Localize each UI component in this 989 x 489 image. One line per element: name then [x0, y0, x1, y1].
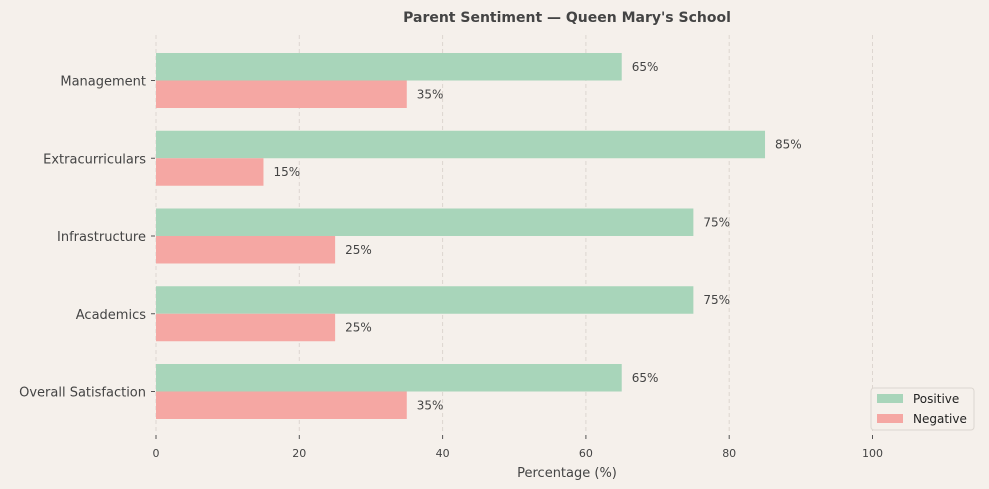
- x-tick-label: 0: [153, 447, 160, 460]
- x-tick-label: 60: [579, 447, 593, 460]
- x-axis-label: Percentage (%): [517, 466, 617, 481]
- y-tick-label: Academics: [76, 308, 146, 323]
- bar-positive: [156, 130, 766, 159]
- chart-title: Parent Sentiment — Queen Mary's School: [403, 10, 731, 26]
- y-tick-label: Management: [60, 75, 146, 90]
- data-label: 75%: [703, 215, 730, 229]
- bar-negative: [156, 236, 336, 264]
- x-tick-label: 80: [722, 447, 736, 460]
- data-label: 65%: [632, 371, 659, 385]
- data-label: 15%: [273, 165, 300, 179]
- bar-positive: [156, 53, 622, 81]
- data-label: 75%: [703, 293, 730, 307]
- x-axis: 0 20 40 60 80 100: [153, 435, 883, 460]
- y-tick-label: Overall Satisfaction: [19, 386, 146, 401]
- data-label: 25%: [345, 243, 372, 257]
- bar-negative: [156, 80, 407, 108]
- y-tick-label: Infrastructure: [57, 230, 146, 245]
- bar-negative: [156, 158, 264, 186]
- data-label: 65%: [632, 60, 659, 74]
- x-tick-label: 20: [292, 447, 306, 460]
- bars: 65% 35% 85% 15% 75% 25% 75% 25% 65% 35%: [156, 53, 802, 419]
- bar-positive: [156, 286, 694, 314]
- data-label: 35%: [417, 87, 444, 101]
- legend-swatch-positive: [877, 394, 903, 403]
- bar-positive: [156, 364, 622, 392]
- x-tick-label: 100: [862, 447, 883, 460]
- legend-label-positive: Positive: [913, 392, 959, 406]
- y-tick-label: Extracurriculars: [43, 152, 146, 167]
- bar-negative: [156, 391, 407, 419]
- legend-label-negative: Negative: [913, 412, 967, 426]
- legend-swatch-negative: [877, 414, 903, 423]
- data-label: 25%: [345, 321, 372, 335]
- bar-negative: [156, 313, 336, 342]
- bar-positive: [156, 208, 694, 236]
- legend: Positive Negative: [870, 387, 975, 431]
- data-label: 85%: [775, 138, 802, 152]
- x-tick-label: 40: [436, 447, 450, 460]
- data-label: 35%: [417, 398, 444, 412]
- y-axis: Management Extracurriculars Infrastructure…: [19, 75, 155, 401]
